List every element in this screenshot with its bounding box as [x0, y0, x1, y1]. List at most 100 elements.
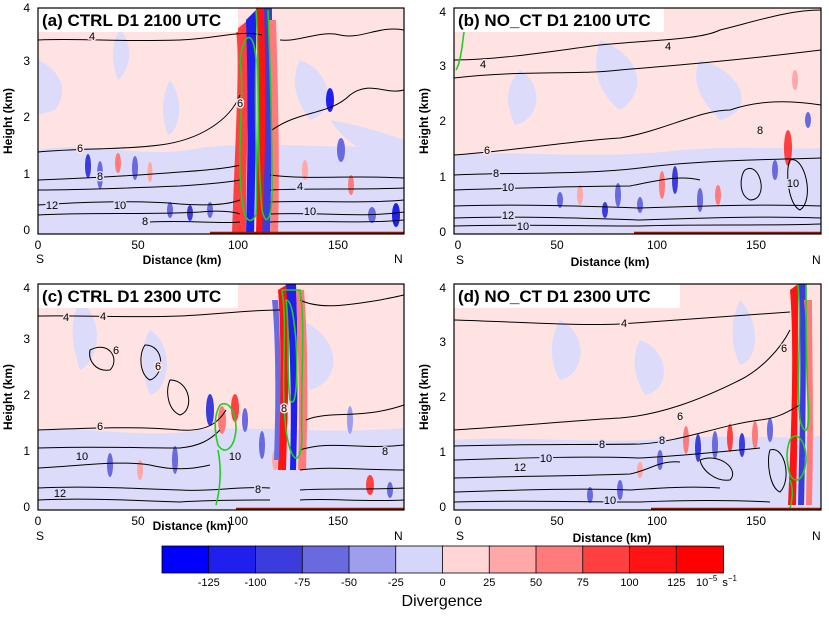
- contour-label: 6: [781, 343, 787, 355]
- panel-b-title-box: [454, 8, 664, 32]
- colorbar-tick-label: -100: [244, 577, 266, 589]
- contour-label: 12: [502, 210, 514, 222]
- y-tick: 3: [439, 59, 446, 73]
- panel-a-frame: [37, 7, 405, 235]
- y-tick: 0: [23, 223, 30, 237]
- panel-c: 4 4 6 6 6 8 10 10 8 8 12 (c) CTRL D1 230…: [1, 281, 405, 543]
- colorbar-tick-label: -75: [294, 577, 310, 589]
- colorbar-swatch: [348, 545, 397, 574]
- colorbar-tick-label: 125: [667, 577, 685, 589]
- units-base: 10: [696, 577, 708, 589]
- panel-b-field: [453, 8, 822, 235]
- colorbar-swatch: [301, 545, 350, 574]
- contour-label: 6: [155, 361, 161, 373]
- y-tick: 3: [439, 335, 446, 349]
- panel-a-xlabel: Distance (km): [143, 253, 222, 267]
- panel-b-x-ticks: 0 50 100 150: [455, 238, 767, 252]
- panel-a-x-ticks: 0 50 100 150: [35, 238, 349, 252]
- x-tick: 50: [131, 238, 145, 252]
- contour-label: 10: [304, 206, 316, 218]
- contour-label: 8: [255, 484, 261, 496]
- colorbar-swatch: [629, 545, 678, 574]
- contour-label: 4: [297, 181, 303, 193]
- y-tick: 4: [23, 1, 30, 15]
- y-tick: 1: [439, 445, 446, 459]
- y-tick: 4: [439, 5, 446, 19]
- panel-b-frame: [453, 7, 822, 235]
- contour-label: 8: [757, 125, 763, 137]
- panel-d-field: [453, 283, 821, 511]
- contour-label: 8: [97, 171, 103, 183]
- panel-c-title: (c) CTRL D1 2300 UTC: [42, 287, 221, 306]
- panel-d-north-label: N: [812, 529, 821, 543]
- panel-a: 4 6 6 8 10 12 10 8 4 (a) CTRL D1 2100 UT…: [1, 1, 405, 267]
- colorbar-swatch: [395, 545, 444, 574]
- contour-label: 4: [63, 312, 69, 324]
- contour-label: 10: [76, 451, 88, 463]
- y-tick: 4: [23, 281, 30, 295]
- x-tick: 150: [746, 514, 766, 528]
- contour-label: 12: [46, 200, 58, 212]
- x-tick: 100: [647, 514, 667, 528]
- contour-label: 10: [502, 182, 514, 194]
- panel-c-south-label: S: [36, 529, 44, 543]
- panel-c-ylabel: Height (km): [1, 364, 15, 430]
- colorbar-swatch: [535, 545, 584, 574]
- panel-b-south-label: S: [456, 253, 464, 267]
- x-tick: 0: [35, 238, 42, 252]
- colorbar-swatch: [675, 545, 724, 574]
- y-tick: 3: [23, 54, 30, 68]
- contour-label: 4: [621, 318, 627, 330]
- panel-b: 4 4 6 8 8 10 10 12 10 (b) NO_CT D1 2100 …: [417, 5, 822, 269]
- y-tick: 1: [23, 167, 30, 181]
- y-tick: 1: [439, 170, 446, 184]
- y-tick: 2: [23, 110, 30, 124]
- contour-label: 6: [677, 411, 683, 423]
- contour-label: 10: [604, 495, 616, 507]
- x-tick: 50: [550, 238, 564, 252]
- colorbar-swatch: [582, 545, 631, 574]
- contour-label: 8: [382, 446, 388, 458]
- colorbar-tick-label: 100: [620, 577, 638, 589]
- y-tick: 0: [439, 225, 446, 239]
- y-tick: 2: [439, 390, 446, 404]
- colorbar-swatch: [255, 545, 304, 574]
- panel-c-x-ticks: 0 50 100 150: [35, 514, 349, 528]
- colorbar-title: Divergence: [402, 593, 483, 610]
- panel-a-south-label: S: [36, 252, 44, 266]
- x-tick: 50: [550, 514, 564, 528]
- panel-d-title: (d) NO_CT D1 2300 UTC: [458, 287, 651, 306]
- colorbar-tick-label: -50: [341, 577, 357, 589]
- contour-label: 6: [484, 145, 490, 157]
- panel-c-field: [37, 284, 405, 511]
- panel-a-ylabel: Height (km): [1, 88, 15, 154]
- contour-label: 10: [114, 200, 126, 212]
- panel-a-title: (a) CTRL D1 2100 UTC: [42, 11, 221, 30]
- contour-label: 6: [237, 98, 243, 110]
- x-tick: 150: [746, 238, 766, 252]
- x-tick: 50: [131, 514, 145, 528]
- x-tick: 100: [647, 238, 667, 252]
- contour-label: 8: [599, 439, 605, 451]
- colorbar-tick-label: -25: [388, 577, 404, 589]
- panel-b-xlabel: Distance (km): [571, 255, 650, 269]
- units-seconds: s: [722, 577, 728, 589]
- colorbar-tick-label: 50: [530, 577, 542, 589]
- y-tick: 3: [23, 332, 30, 346]
- contour-label: 6: [77, 143, 83, 155]
- colorbar-swatches: [161, 545, 724, 574]
- contour-label: 12: [514, 462, 526, 474]
- panel-a-north-label: N: [394, 252, 403, 266]
- y-tick: 2: [439, 114, 446, 128]
- contour-label: 4: [100, 311, 106, 323]
- contour-label: 12: [54, 488, 66, 500]
- x-tick: 0: [35, 514, 42, 528]
- panel-c-frame: [37, 283, 405, 511]
- colorbar-tick-label: 0: [439, 577, 445, 589]
- panel-d: 4 6 6 8 8 10 12 10 (d) NO_CT D1 2300 UTC…: [417, 281, 822, 545]
- colorbar-swatch: [208, 545, 257, 574]
- colorbar-tick-label: 25: [483, 577, 495, 589]
- panel-c-north-label: N: [394, 529, 403, 543]
- panel-c-title-box: [38, 284, 238, 308]
- contour-label: 10: [229, 451, 241, 463]
